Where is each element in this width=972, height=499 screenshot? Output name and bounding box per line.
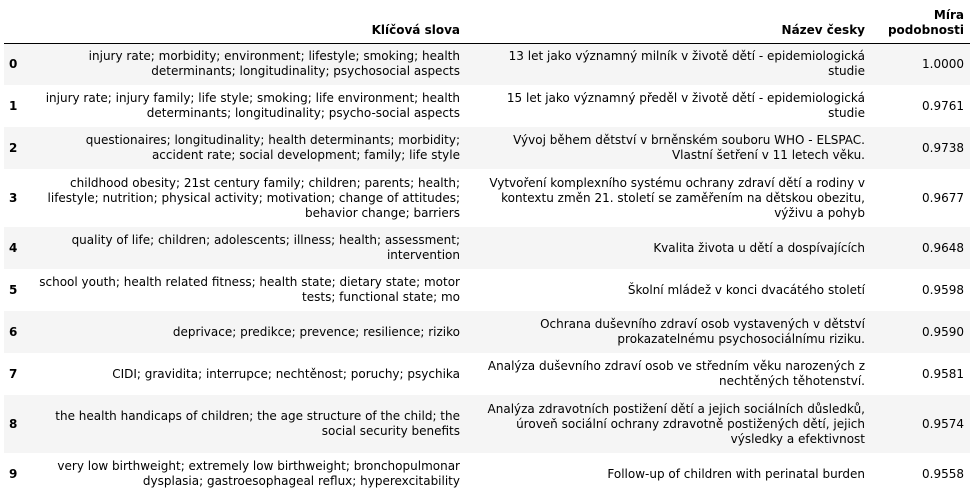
row-keywords: CIDI; gravidita; interrupce; nechtěnost;… [112,366,460,381]
row-similarity: 0.9598 [922,282,964,297]
table-row: 9 very low birthweight; extremely low bi… [4,453,970,495]
row-keywords: the health handicaps of children; the ag… [55,409,460,438]
row-index: 7 [9,366,18,381]
row-title: 13 let jako významný milník v životě dět… [508,49,865,79]
row-index: 9 [9,466,18,481]
table-row: 0 injury rate; morbidity; environment; l… [4,43,970,85]
table-row: 8 the health handicaps of children; the … [4,395,970,453]
row-index: 6 [9,324,18,339]
row-index: 2 [9,140,18,155]
row-keywords: injury rate; injury family; life style; … [45,91,460,120]
row-index: 5 [9,282,18,297]
table-body: 0 injury rate; morbidity; environment; l… [4,43,970,495]
row-similarity: 0.9648 [922,240,964,255]
table-row: 6 deprivace; predikce; prevence; resilie… [4,311,970,353]
row-similarity: 0.9677 [922,190,964,205]
row-title: 15 let jako významný předěl v životě dět… [506,91,865,120]
row-title: Vytvoření komplexního systému ochrany zd… [489,175,865,220]
row-index: 0 [9,56,18,71]
row-keywords: questionaires; longitudinality; health d… [85,133,460,162]
row-keywords: injury rate; morbidity; environment; lif… [88,49,460,79]
row-title: Vývoj během dětství v brněnském souboru … [513,133,865,162]
row-index: 4 [9,240,18,255]
row-similarity: 0.9761 [922,98,964,113]
header-similarity-line1: Míra [933,7,964,22]
header-row: Klíčová slova Název česky Míra podobnosti [4,0,970,44]
row-index: 1 [9,98,18,113]
header-similarity-line2: podobnosti [887,22,964,37]
row-title: Kvalita života u dětí a dospívajících [653,240,865,255]
row-index: 8 [9,416,18,431]
row-title: Ochrana duševního zdraví osob vystavenýc… [540,317,865,346]
row-similarity: 0.9590 [922,324,964,339]
row-similarity: 0.9574 [922,416,964,431]
row-title: Follow-up of children with perinatal bur… [607,466,865,481]
table-header: Klíčová slova Název česky Míra podobnosti [4,0,970,44]
table-row: 4 quality of life; children; adolescents… [4,227,970,269]
row-title: Analýza zdravotních postižení dětí a jej… [487,401,865,446]
table-row: 5 school youth; health related fitness; … [4,269,970,311]
row-index: 3 [9,190,18,205]
table-row: 7 CIDI; gravidita; interrupce; nechtěnos… [4,353,970,395]
header-keywords: Klíčová slova [32,0,466,44]
row-similarity: 0.9558 [922,466,964,481]
table-row: 1 injury rate; injury family; life style… [4,85,970,127]
results-table: Klíčová slova Název česky Míra podobnosti… [4,0,970,495]
row-keywords: deprivace; predikce; prevence; resilienc… [172,324,460,339]
row-similarity: 0.9581 [922,366,964,381]
row-similarity: 1.0000 [922,56,964,71]
header-similarity: Míra podobnosti [871,0,970,44]
table-row: 3 childhood obesity; 21st century family… [4,169,970,227]
row-title: Školní mládež v konci dvacátého století [627,282,865,297]
header-index [4,0,32,44]
row-keywords: quality of life; children; adolescents; … [71,233,460,262]
row-keywords: very low birthweight; extremely low birt… [57,459,460,488]
header-title: Název česky [466,0,871,44]
row-keywords: childhood obesity; 21st century family; … [47,175,460,220]
row-keywords: school youth; health related fitness; he… [39,275,460,304]
table-row: 2 questionaires; longitudinality; health… [4,127,970,169]
row-title: Analýza duševního zdraví osob ve střední… [487,359,865,388]
row-similarity: 0.9738 [922,140,964,155]
